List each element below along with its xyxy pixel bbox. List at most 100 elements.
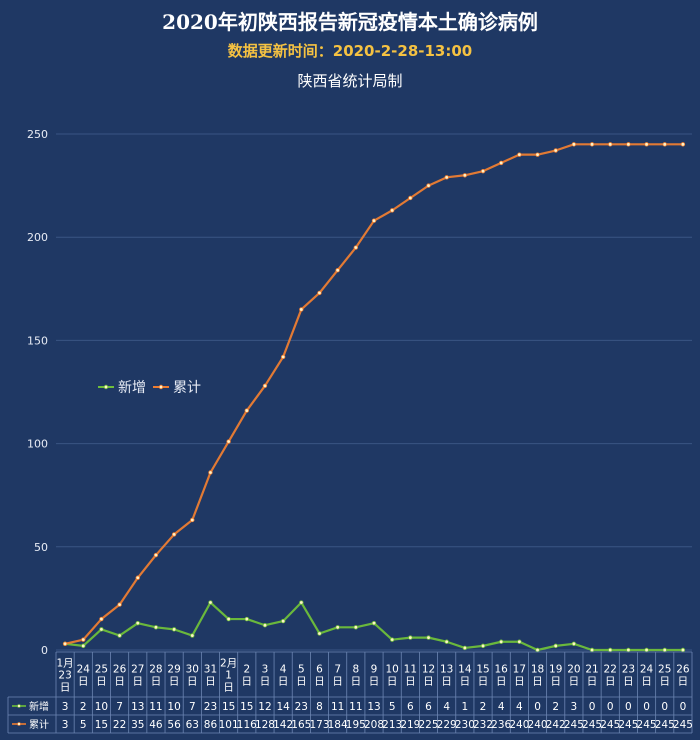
new-table-value: 2 xyxy=(480,701,487,713)
cumulative-point xyxy=(680,142,686,147)
source-note: 陕西省统计局制 xyxy=(297,72,403,90)
new-point xyxy=(644,647,649,653)
cumulative-table-value: 195 xyxy=(346,719,366,731)
category-label: 31 日 xyxy=(204,664,217,688)
cumulative-point xyxy=(371,218,377,223)
category-label: 10 日 xyxy=(385,664,398,688)
cumulative-point xyxy=(299,307,304,312)
new-table-value: 13 xyxy=(131,701,144,713)
new-table-value: 11 xyxy=(349,701,362,713)
cumulative-point xyxy=(499,160,504,166)
category-label: 11 日 xyxy=(404,664,417,688)
cumulative-point xyxy=(226,439,231,444)
new-table-value: 23 xyxy=(204,701,217,713)
new-table-value: 14 xyxy=(276,701,290,713)
new-point xyxy=(208,600,213,605)
cumulative-table-value: 213 xyxy=(382,719,402,731)
new-table-value: 4 xyxy=(443,701,450,713)
new-point xyxy=(299,600,304,605)
category-label: 28 日 xyxy=(149,664,162,688)
new-point xyxy=(317,631,322,636)
category-label: 19 日 xyxy=(549,664,562,688)
legend-label: 累计 xyxy=(173,380,201,396)
new-point xyxy=(371,620,377,626)
cumulative-point xyxy=(208,470,213,475)
y-tick-label: 200 xyxy=(27,231,48,244)
category-label: 25 日 xyxy=(658,664,671,688)
new-point xyxy=(589,647,595,653)
new-point xyxy=(626,647,631,653)
cumulative-point xyxy=(426,183,431,188)
cumulative-point xyxy=(535,152,540,157)
category-label: 29 日 xyxy=(167,664,180,688)
cumulative-point xyxy=(81,637,86,642)
cumulative-table-value: 230 xyxy=(455,719,475,731)
category-label: 1月 23 日 xyxy=(56,658,73,694)
legend-label: 新增 xyxy=(118,380,146,396)
cumulative-point xyxy=(608,142,613,147)
new-table-value: 5 xyxy=(389,701,396,713)
new-point xyxy=(499,639,504,644)
update-time: 数据更新时间：2020-2-28-13:00 xyxy=(227,42,473,60)
category-label: 15 日 xyxy=(476,664,489,688)
category-label: 25 日 xyxy=(95,664,108,688)
category-label: 23 日 xyxy=(622,664,635,688)
new-table-value: 13 xyxy=(367,701,380,713)
new-point xyxy=(226,616,231,622)
new-point xyxy=(262,623,268,628)
new-table-value: 2 xyxy=(552,701,559,713)
cumulative-table-value: 229 xyxy=(437,719,457,731)
cumulative-point xyxy=(280,354,286,360)
cumulative-table-value: 232 xyxy=(473,719,493,731)
new-point xyxy=(153,625,159,630)
cumulative-point xyxy=(99,616,104,622)
category-label: 16 日 xyxy=(495,664,509,688)
cumulative-point xyxy=(244,408,249,413)
cumulative-table-value: 35 xyxy=(131,719,144,731)
cumulative-point xyxy=(317,290,322,296)
cumulative-table-value: 142 xyxy=(273,719,293,731)
category-label: 27 日 xyxy=(131,664,144,688)
cumulative-table-value: 245 xyxy=(564,719,584,731)
cumulative-point xyxy=(171,532,177,537)
category-label: 24 日 xyxy=(77,664,91,688)
cumulative-table-value: 56 xyxy=(167,719,181,731)
new-table-value: 8 xyxy=(316,701,323,713)
cumulative-point xyxy=(117,602,122,607)
cumulative-point xyxy=(553,148,558,153)
cumulative-table-value: 240 xyxy=(528,719,548,731)
cumulative-table-value: 15 xyxy=(95,719,108,731)
cumulative-point xyxy=(262,383,268,389)
new-point xyxy=(535,647,540,653)
y-tick-label: 150 xyxy=(27,334,48,347)
cumulative-table-value: 63 xyxy=(186,719,199,731)
category-label: 13 日 xyxy=(440,664,453,688)
new-table-value: 1 xyxy=(462,701,469,713)
cumulative-point xyxy=(462,173,468,178)
cumulative-table-value: 184 xyxy=(328,719,348,731)
new-table-value: 0 xyxy=(625,701,632,713)
cumulative-point xyxy=(153,552,159,558)
new-point xyxy=(444,639,449,644)
new-table-value: 4 xyxy=(516,701,523,713)
new-point xyxy=(517,639,522,644)
new-table-value: 12 xyxy=(258,701,271,713)
new-table-value: 10 xyxy=(167,701,180,713)
new-table-value: 4 xyxy=(498,701,505,713)
cumulative-table-value: 236 xyxy=(491,719,511,731)
new-point xyxy=(389,637,395,642)
category-label: 12 日 xyxy=(422,664,435,688)
new-point xyxy=(480,643,486,649)
y-tick-label: 100 xyxy=(27,438,48,451)
category-label: 17 日 xyxy=(513,664,526,688)
cumulative-point xyxy=(644,142,649,147)
category-label: 24 日 xyxy=(640,664,654,688)
